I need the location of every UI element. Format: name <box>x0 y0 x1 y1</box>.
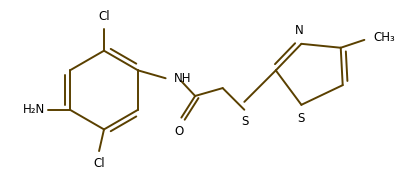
Text: H₂N: H₂N <box>23 103 45 116</box>
Text: N: N <box>295 24 304 37</box>
Text: S: S <box>242 115 249 128</box>
Text: Cl: Cl <box>98 10 110 23</box>
Text: S: S <box>298 112 305 125</box>
Text: NH: NH <box>174 72 191 85</box>
Text: CH₃: CH₃ <box>373 31 395 45</box>
Text: O: O <box>175 125 184 138</box>
Text: Cl: Cl <box>93 157 105 170</box>
